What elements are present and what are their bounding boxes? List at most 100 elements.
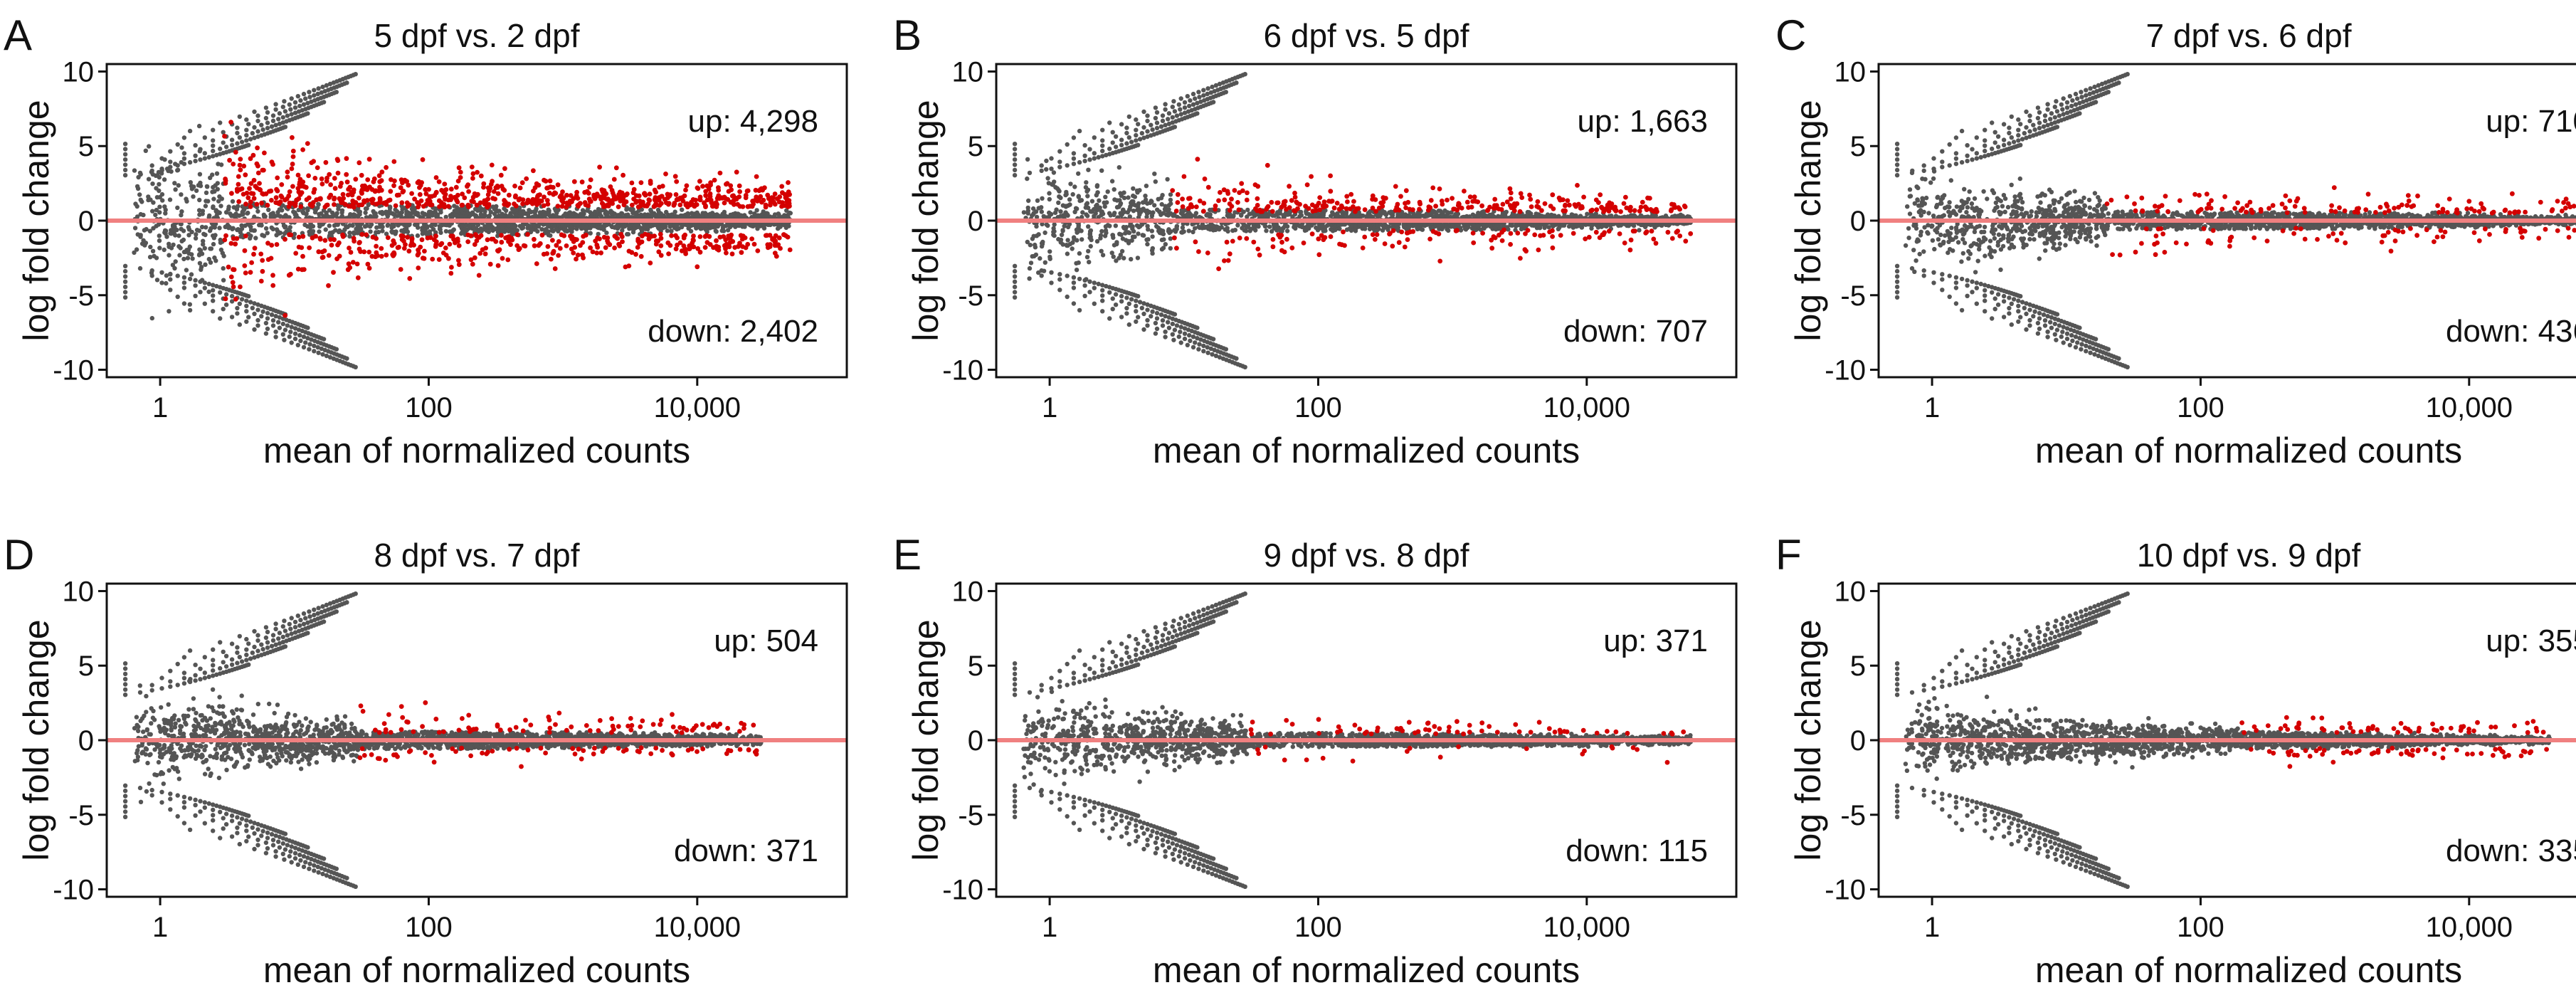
point-ns [366,202,371,208]
point-significant [675,196,680,202]
point-ns [581,209,586,214]
point-ns [484,228,490,233]
point-ns [1163,242,1168,247]
point-significant [384,164,389,170]
point-ns [396,223,401,228]
point-ns [211,283,216,288]
point-ns [1042,230,1047,236]
point-significant [743,193,749,198]
point-ns [506,214,512,220]
point-significant [320,249,325,255]
point-ns [250,131,255,136]
point-significant [728,199,734,205]
point-ns [312,210,318,215]
point-ns [312,343,317,349]
point-ns [280,321,285,327]
point-significant [474,202,480,208]
point-ns [159,167,164,172]
point-ns [1145,241,1150,247]
point-ns [305,208,310,213]
point-ns [353,72,358,77]
point-ns [168,288,173,293]
point-ns [723,214,729,219]
point-ns [259,122,264,127]
point-ns [239,297,245,302]
point-significant [663,172,668,177]
point-ns [270,318,276,323]
point-significant [458,169,463,175]
point-significant [462,195,468,201]
point-significant [482,251,488,257]
point-ns [265,120,270,125]
point-significant [544,185,549,191]
point-significant [784,199,790,204]
point-ns [391,223,396,228]
point-ns [387,211,393,216]
point-significant [449,265,454,270]
point-significant [735,201,740,207]
point-significant [286,204,292,209]
point-ns [494,204,499,209]
point-ns [252,125,257,130]
point-significant [307,245,312,251]
point-ns [667,223,672,228]
point-ns [269,312,275,317]
point-ns [471,226,476,231]
point-ns [221,265,226,271]
point-ns [1065,224,1071,230]
point-ns [433,230,438,235]
point-ns [301,91,307,97]
point-ns [500,225,505,230]
point-ns [1579,225,1585,230]
point-significant [304,197,310,202]
point-significant [537,198,542,204]
point-significant [745,204,751,209]
point-significant [289,166,295,172]
point-significant [745,241,751,247]
point-ns [261,233,267,238]
point-significant [312,176,318,181]
point-ns [588,212,594,218]
point-ns [135,186,141,191]
point-ns [157,246,162,251]
point-ns [265,316,270,321]
point-significant [365,261,371,267]
point-significant [691,244,697,250]
point-significant [365,177,371,182]
point-significant [507,192,512,198]
point-ns [250,305,255,310]
point-ns [275,210,280,215]
point-ns [175,142,180,147]
point-significant [588,245,593,251]
point-ns [181,151,187,156]
point-significant [776,235,782,241]
point-ns [1102,204,1107,209]
point-significant [345,267,351,273]
point-ns [473,213,478,218]
point-ns [244,319,249,325]
point-ns [289,96,294,101]
point-ns [285,113,290,118]
point-significant [626,263,632,268]
point-ns [229,299,235,304]
point-significant [714,196,720,201]
point-significant [554,243,559,248]
point-significant [269,159,275,165]
point-significant [495,248,500,253]
point-ns [188,180,193,185]
point-significant [415,252,421,258]
point-ns [223,292,229,297]
point-ns [244,298,249,303]
point-ns [171,242,176,248]
point-significant [300,253,305,259]
point-ns [273,214,278,219]
point-ns [136,174,141,180]
point-ns [172,265,177,271]
point-ns [187,302,192,307]
point-significant [660,184,665,189]
point-significant [714,246,719,252]
point-significant [483,246,488,251]
point-ns [1025,157,1030,162]
point-ns [1168,236,1173,241]
point-significant [329,243,334,248]
